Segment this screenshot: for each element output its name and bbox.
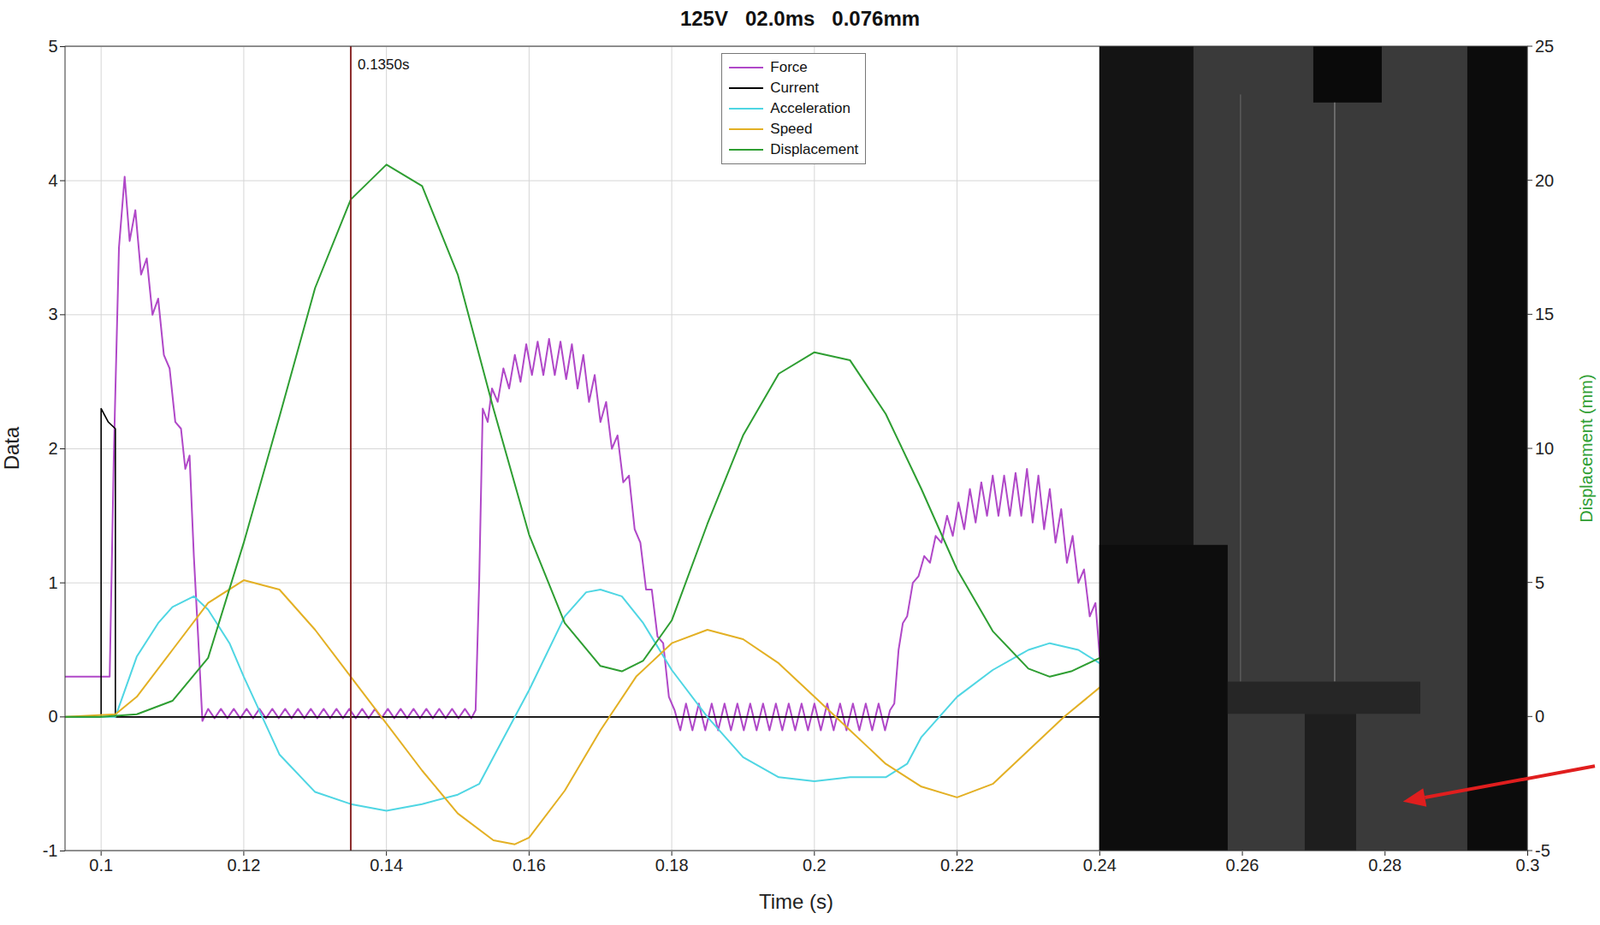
svg-text:10: 10 <box>1534 438 1554 458</box>
svg-text:0.18: 0.18 <box>655 855 689 875</box>
svg-text:25: 25 <box>1534 37 1554 56</box>
svg-text:0.1350s: 0.1350s <box>357 56 410 73</box>
svg-text:0.24: 0.24 <box>1083 855 1117 875</box>
svg-text:4: 4 <box>47 171 58 190</box>
svg-text:Data: Data <box>0 426 24 470</box>
svg-text:0.22: 0.22 <box>940 855 974 875</box>
svg-text:5: 5 <box>1534 573 1545 593</box>
svg-text:Time (s): Time (s) <box>758 889 834 913</box>
html-text:Force: Force <box>770 59 808 76</box>
html-text:Current: Current <box>770 79 819 96</box>
svg-text:3: 3 <box>47 304 58 324</box>
svg-text:Displacement (mm): Displacement (mm) <box>1576 373 1596 522</box>
svg-text:0.26: 0.26 <box>1226 855 1260 875</box>
svg-text:0.3: 0.3 <box>1515 855 1540 875</box>
svg-text:0: 0 <box>47 706 58 726</box>
svg-text:0.14: 0.14 <box>369 855 403 875</box>
svg-text:0.12: 0.12 <box>226 855 261 875</box>
svg-text:5: 5 <box>47 37 58 56</box>
svg-text:15: 15 <box>1534 304 1554 324</box>
svg-text:20: 20 <box>1534 171 1554 190</box>
svg-text:0.2: 0.2 <box>802 855 827 875</box>
svg-text:2: 2 <box>47 438 58 458</box>
svg-text:0.28: 0.28 <box>1368 855 1402 875</box>
html-text:Acceleration: Acceleration <box>770 100 851 117</box>
svg-text:-1: -1 <box>42 841 59 860</box>
html-text:Displacement: Displacement <box>770 141 859 158</box>
svg-text:-5: -5 <box>1534 841 1551 860</box>
svg-text:0.16: 0.16 <box>512 855 546 875</box>
svg-text:0.1: 0.1 <box>88 855 113 875</box>
svg-text:1: 1 <box>47 573 58 593</box>
html-text:Speed: Speed <box>770 120 813 137</box>
svg-text:0: 0 <box>1534 706 1545 726</box>
html-text:125V 02.0ms 0.076mm: 125V 02.0ms 0.076mm <box>680 6 920 30</box>
